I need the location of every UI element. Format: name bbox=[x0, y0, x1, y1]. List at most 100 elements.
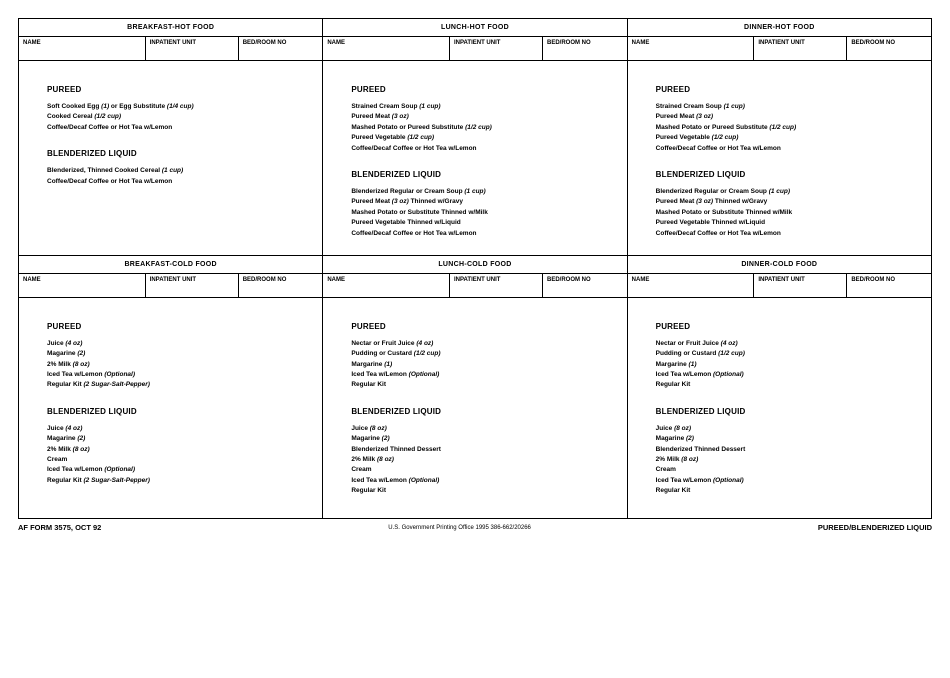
patient-fields: NAMEINPATIENT UNITBED/ROOM NO bbox=[323, 37, 626, 61]
form-container: BREAKFAST-HOT FOODNAMEINPATIENT UNITBED/… bbox=[18, 18, 932, 532]
meal-title: DINNER-HOT FOOD bbox=[628, 19, 931, 37]
pureed-header: PUREED bbox=[656, 322, 921, 331]
meal-column: BREAKFAST-COLD FOODNAMEINPATIENT UNITBED… bbox=[19, 256, 323, 518]
blenderized-header: BLENDERIZED LIQUID bbox=[656, 170, 921, 179]
menu-item: Magarine (2) bbox=[47, 434, 312, 444]
cold-food-section: BREAKFAST-COLD FOODNAMEINPATIENT UNITBED… bbox=[19, 256, 931, 518]
menu-item: Blenderized Regular or Cream Soup (1 cup… bbox=[656, 187, 921, 197]
menu-item: Coffee/Decaf Coffee or Hot Tea w/Lemon bbox=[656, 229, 921, 239]
meal-column: LUNCH-HOT FOODNAMEINPATIENT UNITBED/ROOM… bbox=[323, 19, 627, 255]
inpatient-unit-field[interactable]: INPATIENT UNIT bbox=[754, 37, 847, 60]
menu-item: Coffee/Decaf Coffee or Hot Tea w/Lemon bbox=[656, 144, 921, 154]
bed-room-field[interactable]: BED/ROOM NO bbox=[239, 37, 323, 60]
menu-item: Blenderized Regular or Cream Soup (1 cup… bbox=[351, 187, 616, 197]
meal-content: PUREEDJuice (4 oz)Magarine (2)2% Milk (8… bbox=[19, 298, 322, 518]
meal-column: DINNER-HOT FOODNAMEINPATIENT UNITBED/ROO… bbox=[628, 19, 931, 255]
meal-content: PUREEDNectar or Fruit Juice (4 oz)Puddin… bbox=[628, 298, 931, 518]
menu-item: Pureed Vegetable Thinned w/Liquid bbox=[351, 218, 616, 228]
menu-item: Magarine (2) bbox=[351, 434, 616, 444]
menu-item: Regular Kit bbox=[351, 486, 616, 496]
menu-item: Pureed Meat (3 oz) Thinned w/Gravy bbox=[351, 197, 616, 207]
name-field[interactable]: NAME bbox=[19, 274, 146, 297]
menu-item: Regular Kit (2 Sugar-Salt-Pepper) bbox=[47, 476, 312, 486]
menu-item: Pureed Meat (3 oz) bbox=[351, 112, 616, 122]
inpatient-unit-field[interactable]: INPATIENT UNIT bbox=[450, 37, 543, 60]
menu-item: Juice (8 oz) bbox=[656, 424, 921, 434]
name-field[interactable]: NAME bbox=[19, 37, 146, 60]
inpatient-unit-field[interactable]: INPATIENT UNIT bbox=[754, 274, 847, 297]
menu-item: Pureed Vegetable (1/2 cup) bbox=[351, 133, 616, 143]
pureed-header: PUREED bbox=[351, 85, 616, 94]
menu-item: Coffee/Decaf Coffee or Hot Tea w/Lemon bbox=[351, 229, 616, 239]
menu-item: Coffee/Decaf Coffee or Hot Tea w/Lemon bbox=[47, 123, 312, 133]
menu-item: 2% Milk (8 oz) bbox=[47, 445, 312, 455]
name-field[interactable]: NAME bbox=[323, 274, 450, 297]
blenderized-header: BLENDERIZED LIQUID bbox=[47, 407, 312, 416]
menu-item: Cooked Cereal (1/2 cup) bbox=[47, 112, 312, 122]
menu-item: Cream bbox=[47, 455, 312, 465]
patient-fields: NAMEINPATIENT UNITBED/ROOM NO bbox=[628, 274, 931, 298]
bed-room-field[interactable]: BED/ROOM NO bbox=[239, 274, 323, 297]
bed-room-field[interactable]: BED/ROOM NO bbox=[543, 37, 627, 60]
menu-item: Iced Tea w/Lemon (Optional) bbox=[656, 370, 921, 380]
menu-item: 2% Milk (8 oz) bbox=[47, 360, 312, 370]
menu-item: Juice (4 oz) bbox=[47, 339, 312, 349]
pureed-header: PUREED bbox=[351, 322, 616, 331]
bed-room-field[interactable]: BED/ROOM NO bbox=[847, 274, 931, 297]
inpatient-unit-field[interactable]: INPATIENT UNIT bbox=[146, 37, 239, 60]
menu-item: Cream bbox=[351, 465, 616, 475]
hot-food-section: BREAKFAST-HOT FOODNAMEINPATIENT UNITBED/… bbox=[19, 19, 931, 256]
menu-item: Pureed Vegetable (1/2 cup) bbox=[656, 133, 921, 143]
meal-title: BREAKFAST-COLD FOOD bbox=[19, 256, 322, 274]
menu-item: Mashed Potato or Substitute Thinned w/Mi… bbox=[351, 208, 616, 218]
menu-item: Regular Kit bbox=[656, 486, 921, 496]
menu-item: Iced Tea w/Lemon (Optional) bbox=[656, 476, 921, 486]
blenderized-header: BLENDERIZED LIQUID bbox=[351, 170, 616, 179]
meal-column: DINNER-COLD FOODNAMEINPATIENT UNITBED/RO… bbox=[628, 256, 931, 518]
menu-item: Blenderized Thinned Dessert bbox=[656, 445, 921, 455]
menu-item: Strained Cream Soup (1 cup) bbox=[351, 102, 616, 112]
menu-item: Pudding or Custard (1/2 cup) bbox=[656, 349, 921, 359]
form-id: AF FORM 3575, OCT 92 bbox=[18, 523, 101, 532]
menu-item: Nectar or Fruit Juice (4 oz) bbox=[351, 339, 616, 349]
name-field[interactable]: NAME bbox=[628, 274, 755, 297]
menu-item: Pureed Meat (3 oz) Thinned w/Gravy bbox=[656, 197, 921, 207]
name-field[interactable]: NAME bbox=[628, 37, 755, 60]
patient-fields: NAMEINPATIENT UNITBED/ROOM NO bbox=[19, 37, 322, 61]
bed-room-field[interactable]: BED/ROOM NO bbox=[543, 274, 627, 297]
menu-item: Soft Cooked Egg (1) or Egg Substitute (1… bbox=[47, 102, 312, 112]
form-outer-box: BREAKFAST-HOT FOODNAMEINPATIENT UNITBED/… bbox=[18, 18, 932, 519]
pureed-header: PUREED bbox=[47, 322, 312, 331]
form-title: PUREED/BLENDERIZED LIQUID bbox=[818, 523, 932, 532]
patient-fields: NAMEINPATIENT UNITBED/ROOM NO bbox=[323, 274, 626, 298]
menu-item: Iced Tea w/Lemon (Optional) bbox=[351, 370, 616, 380]
meal-content: PUREEDStrained Cream Soup (1 cup)Pureed … bbox=[628, 61, 931, 255]
meal-title: LUNCH-HOT FOOD bbox=[323, 19, 626, 37]
meal-title: LUNCH-COLD FOOD bbox=[323, 256, 626, 274]
inpatient-unit-field[interactable]: INPATIENT UNIT bbox=[450, 274, 543, 297]
blenderized-header: BLENDERIZED LIQUID bbox=[351, 407, 616, 416]
patient-fields: NAMEINPATIENT UNITBED/ROOM NO bbox=[628, 37, 931, 61]
printing-office: U.S. Government Printing Office 1995 386… bbox=[101, 525, 817, 532]
menu-item: Blenderized Thinned Dessert bbox=[351, 445, 616, 455]
menu-item: Iced Tea w/Lemon (Optional) bbox=[351, 476, 616, 486]
patient-fields: NAMEINPATIENT UNITBED/ROOM NO bbox=[19, 274, 322, 298]
inpatient-unit-field[interactable]: INPATIENT UNIT bbox=[146, 274, 239, 297]
blenderized-header: BLENDERIZED LIQUID bbox=[656, 407, 921, 416]
menu-item: Blenderized, Thinned Cooked Cereal (1 cu… bbox=[47, 166, 312, 176]
meal-title: BREAKFAST-HOT FOOD bbox=[19, 19, 322, 37]
menu-item: Mashed Potato or Substitute Thinned w/Mi… bbox=[656, 208, 921, 218]
menu-item: Coffee/Decaf Coffee or Hot Tea w/Lemon bbox=[47, 177, 312, 187]
menu-item: Margarine (1) bbox=[351, 360, 616, 370]
pureed-header: PUREED bbox=[47, 85, 312, 94]
menu-item: Magarine (2) bbox=[47, 349, 312, 359]
menu-item: Magarine (2) bbox=[656, 434, 921, 444]
meal-column: BREAKFAST-HOT FOODNAMEINPATIENT UNITBED/… bbox=[19, 19, 323, 255]
menu-item: Pureed Meat (3 oz) bbox=[656, 112, 921, 122]
menu-item: Strained Cream Soup (1 cup) bbox=[656, 102, 921, 112]
menu-item: Margarine (1) bbox=[656, 360, 921, 370]
menu-item: Mashed Potato or Pureed Substitute (1/2 … bbox=[351, 123, 616, 133]
name-field[interactable]: NAME bbox=[323, 37, 450, 60]
menu-item: Iced Tea w/Lemon (Optional) bbox=[47, 370, 312, 380]
bed-room-field[interactable]: BED/ROOM NO bbox=[847, 37, 931, 60]
